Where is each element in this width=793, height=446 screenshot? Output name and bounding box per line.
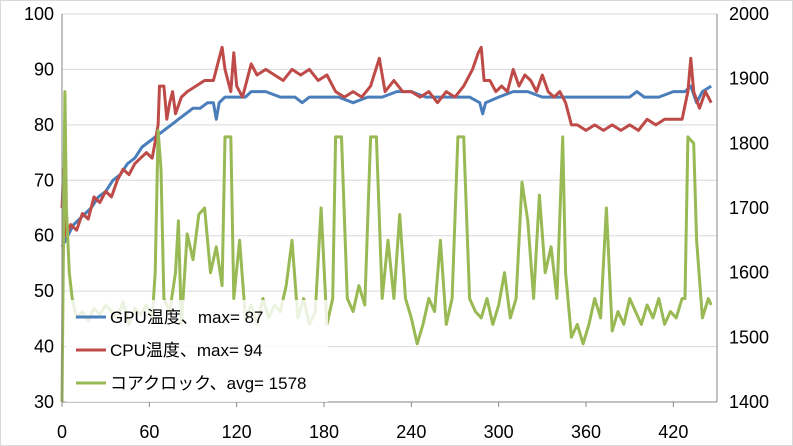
- right-axis-tick-labels: 1400 1500 1600 1700 1800 1900 2000: [729, 4, 769, 412]
- series-line-2: [60, 45, 713, 238]
- legend-box: [66, 300, 328, 402]
- x-tick-label: 300: [484, 422, 514, 442]
- left-axis-tick-labels: 30 40 50 60 70 80 90 100: [24, 4, 54, 412]
- series-line-1: [60, 84, 712, 248]
- y-tick-label: 60: [34, 226, 54, 246]
- y-tick-label: 80: [34, 115, 54, 135]
- series-lines: [60, 45, 713, 403]
- y-tick-label: 90: [34, 59, 54, 79]
- y2-tick-label: 1700: [729, 198, 769, 218]
- x-axis-tick-labels: 0 60 120 180 240 300 360 420: [57, 422, 688, 442]
- y-tick-label: 50: [34, 281, 54, 301]
- x-tick-label: 0: [57, 422, 67, 442]
- legend: GPU温度、max= 87 CPU温度、max= 94 コアクロック、avg= 15…: [66, 300, 328, 402]
- series-line-3: [60, 90, 713, 403]
- y-tick-label: 30: [34, 392, 54, 412]
- x-tick-label: 120: [222, 422, 252, 442]
- y2-tick-label: 1400: [729, 392, 769, 412]
- y2-tick-label: 1500: [729, 327, 769, 347]
- x-tick-label: 180: [309, 422, 339, 442]
- y-tick-label: 70: [34, 170, 54, 190]
- x-tick-label: 360: [571, 422, 601, 442]
- legend-label: CPU温度、max= 94: [110, 341, 263, 360]
- y-tick-label: 40: [34, 337, 54, 357]
- y2-tick-label: 2000: [729, 4, 769, 24]
- legend-label: GPU温度、max= 87: [110, 308, 264, 327]
- legend-label: コアクロック、avg= 1578: [110, 374, 307, 393]
- x-tick-label: 420: [658, 422, 688, 442]
- x-tick-label: 240: [396, 422, 426, 442]
- y2-tick-label: 1900: [729, 69, 769, 89]
- x-tick-label: 60: [139, 422, 159, 442]
- y-tick-label: 100: [24, 4, 54, 24]
- y2-tick-label: 1800: [729, 133, 769, 153]
- y2-tick-label: 1600: [729, 263, 769, 283]
